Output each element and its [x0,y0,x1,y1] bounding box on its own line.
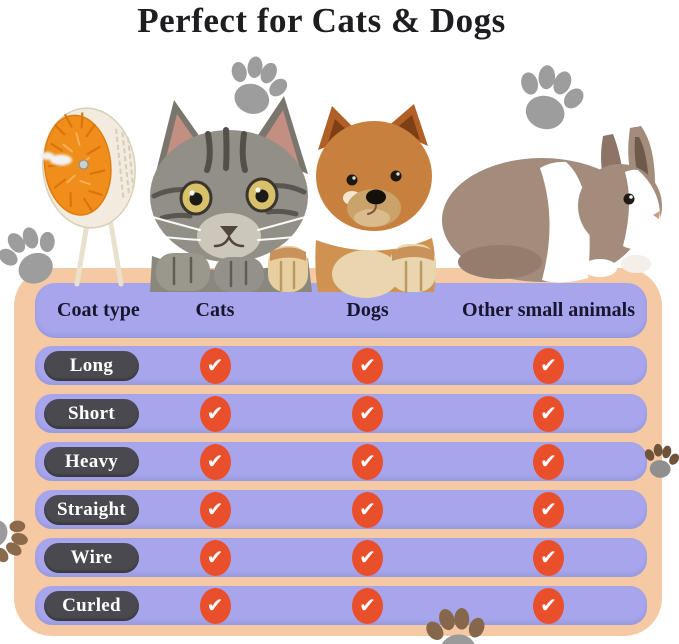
check-icon: ✔ [199,539,231,576]
check-icon: ✔ [533,539,564,576]
header-cats: Cats [195,299,235,321]
coat-type-badge: Curled [44,590,139,621]
check-icon: ✔ [352,395,383,432]
header-other-small-animals: Other small animals [462,299,635,321]
check-icon: ✔ [352,539,383,576]
header-dogs: Dogs [346,299,389,321]
steam-puff-icon [40,152,72,166]
check-icon: ✔ [533,491,564,528]
rabbit-illustration [442,126,662,283]
table-row-heavy: Heavy ✔ ✔ ✔ [35,442,647,481]
coat-type-badge: Straight [44,494,139,525]
check-icon: ✔ [352,587,383,624]
check-icon: ✔ [352,491,383,528]
table-row-short: Short ✔ ✔ ✔ [35,394,647,433]
table-row-long: Long ✔ ✔ ✔ [35,346,647,385]
check-icon: ✔ [533,347,564,384]
cat-illustration [139,96,319,292]
table-header-row: Coat type Cats Dogs Other small animals [35,283,647,338]
comparison-table-panel: Coat type Cats Dogs Other small animals … [14,268,662,636]
table-row-wire: Wire ✔ ✔ ✔ [35,538,647,577]
check-icon: ✔ [533,587,564,624]
check-icon: ✔ [533,443,564,480]
table-row-straight: Straight ✔ ✔ ✔ [35,490,647,529]
check-icon: ✔ [199,443,231,480]
page-title: Perfect for Cats & Dogs [137,1,506,40]
check-icon: ✔ [199,491,231,528]
check-icon: ✔ [199,395,231,432]
paw-print-icon [506,57,593,138]
table-row-curled: Curled ✔ ✔ ✔ [35,586,647,625]
coat-type-badge: Wire [44,542,139,573]
check-icon: ✔ [533,395,564,432]
paw-print-icon [217,48,297,124]
coat-type-badge: Short [44,398,139,429]
check-icon: ✔ [352,347,383,384]
coat-type-badge: Long [44,350,139,381]
check-icon: ✔ [199,347,231,384]
check-icon: ✔ [352,443,383,480]
header-coat-type: Coat type [57,299,140,321]
check-icon: ✔ [199,587,231,624]
coat-type-badge: Heavy [44,446,139,477]
steam-brush-illustration [40,107,136,287]
